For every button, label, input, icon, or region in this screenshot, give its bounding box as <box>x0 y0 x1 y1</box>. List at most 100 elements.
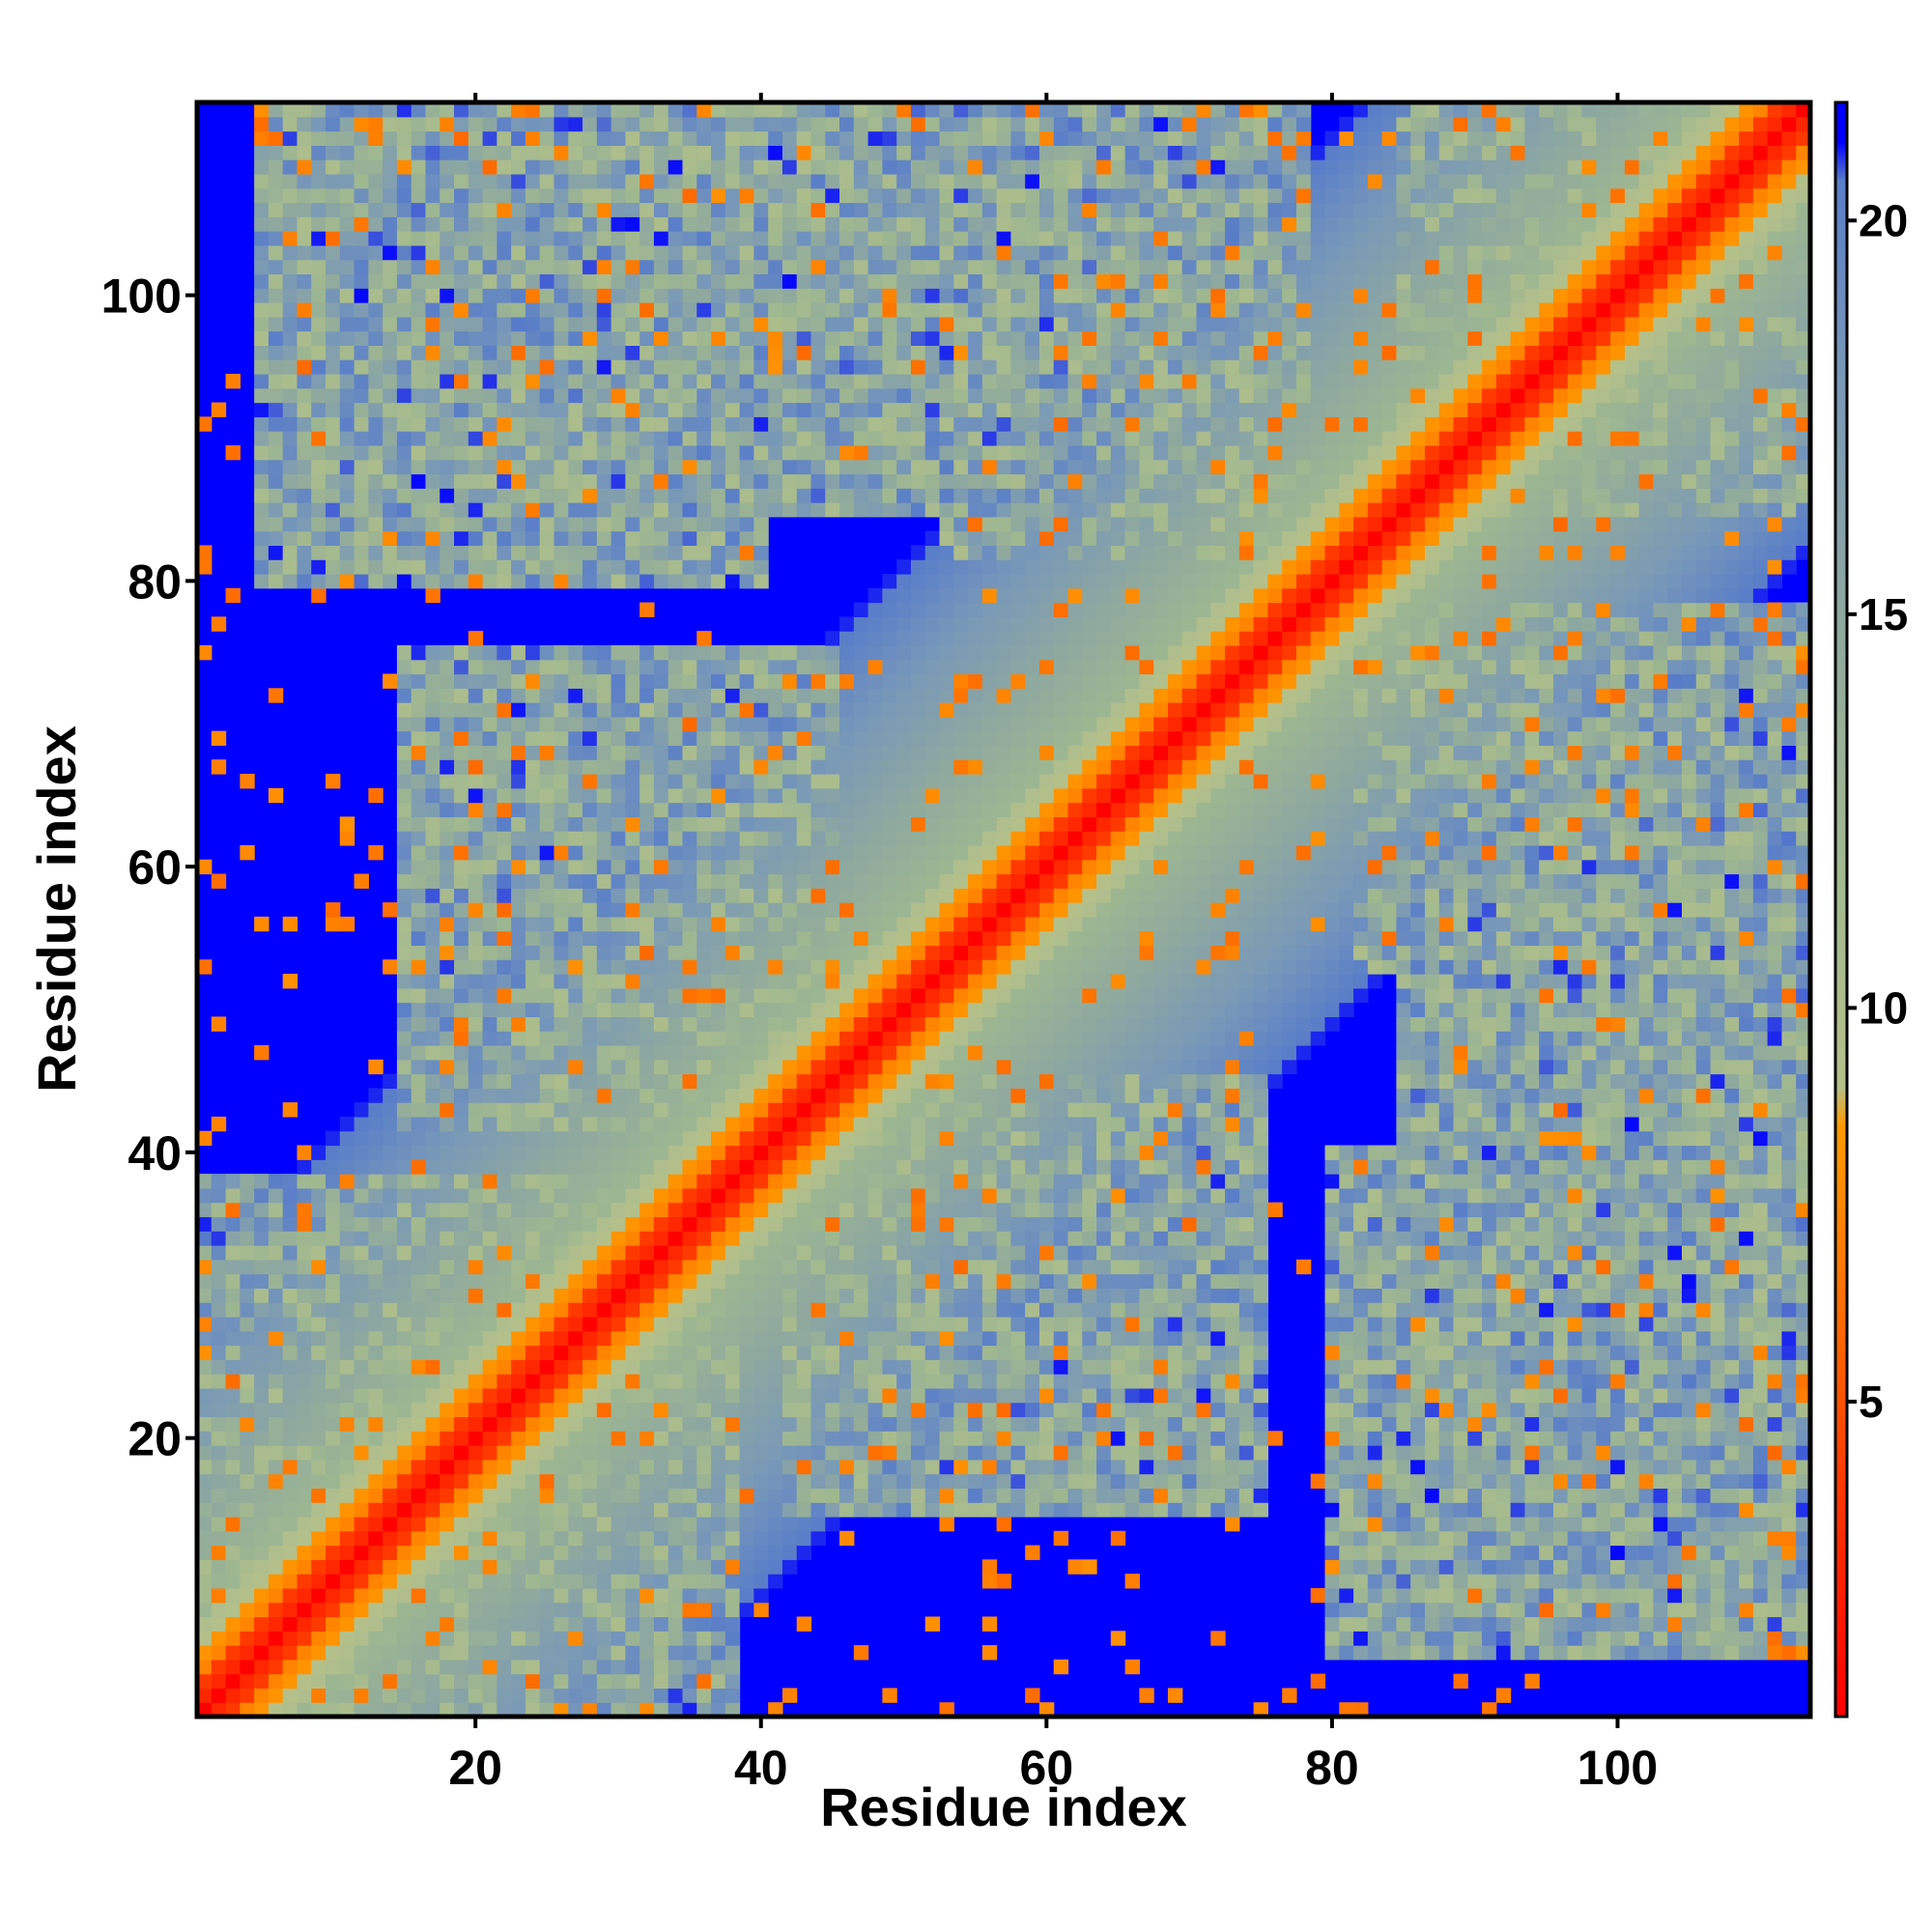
heatmap-cell <box>910 502 926 518</box>
heatmap-cell <box>311 1659 327 1675</box>
heatmap-cell <box>539 1044 555 1061</box>
heatmap-cell <box>525 1488 541 1503</box>
heatmap-cell <box>682 730 697 747</box>
heatmap-cell <box>539 1016 555 1032</box>
heatmap-cell <box>711 1130 726 1147</box>
heatmap-cell <box>225 1587 241 1604</box>
heatmap-cell <box>396 1574 412 1589</box>
heatmap-cell <box>326 102 341 118</box>
heatmap-cell <box>882 945 897 960</box>
heatmap-cell <box>525 1116 541 1132</box>
heatmap-cell <box>354 116 369 132</box>
heatmap-cell <box>240 1259 255 1275</box>
heatmap-cell <box>696 1216 712 1232</box>
heatmap-cell <box>440 473 455 489</box>
heatmap-cell <box>339 244 355 261</box>
heatmap-cell <box>268 1488 284 1503</box>
heatmap-cell <box>896 459 912 475</box>
heatmap-cell <box>440 345 455 360</box>
heatmap-cell <box>311 1602 327 1618</box>
heatmap-cell <box>311 259 327 275</box>
heatmap-cell <box>939 1145 954 1160</box>
heatmap-cell <box>939 631 954 646</box>
heatmap-cell <box>440 1174 455 1189</box>
heatmap-cell <box>511 1473 526 1489</box>
heatmap-cell <box>311 1387 327 1404</box>
heatmap-cell <box>753 1088 769 1103</box>
heatmap-cell <box>724 1502 741 1518</box>
heatmap-cell <box>383 1330 398 1347</box>
heatmap-cell <box>425 859 440 875</box>
heatmap-cell <box>696 1273 712 1289</box>
heatmap-cell <box>425 1302 440 1318</box>
heatmap-cell <box>596 559 612 575</box>
heatmap-cell <box>853 1402 869 1418</box>
heatmap-cell <box>440 159 455 175</box>
heatmap-cell <box>411 145 427 160</box>
heatmap-cell <box>896 1216 912 1232</box>
heatmap-cell <box>326 1602 341 1618</box>
heatmap-cell <box>910 873 926 889</box>
heatmap-cell <box>454 244 469 261</box>
heatmap-cell <box>254 373 270 389</box>
heatmap-cell <box>768 502 783 518</box>
heatmap-cell <box>454 231 469 246</box>
heatmap-cell <box>653 473 669 489</box>
heatmap-cell <box>839 244 855 261</box>
heatmap-cell <box>354 387 369 404</box>
heatmap-cell <box>582 416 598 432</box>
heatmap-cell <box>368 1288 384 1303</box>
heatmap-cell <box>440 1488 455 1503</box>
heatmap-cell <box>497 745 512 760</box>
heatmap-cell <box>554 987 569 1004</box>
heatmap-cell <box>625 1159 640 1175</box>
heatmap-cell <box>625 1559 640 1575</box>
heatmap-cell <box>839 959 855 975</box>
heatmap-cell <box>596 1016 612 1032</box>
heatmap-cells <box>197 102 1811 1718</box>
heatmap-cell <box>882 987 897 1004</box>
heatmap-cell <box>354 1374 369 1389</box>
heatmap-cell <box>653 1259 669 1275</box>
heatmap-cell <box>625 831 640 846</box>
heatmap-cell <box>339 1616 355 1632</box>
heatmap-cell <box>882 1273 897 1289</box>
heatmap-cell <box>853 159 869 175</box>
heatmap-cell <box>839 1387 855 1404</box>
heatmap-cell <box>368 1145 384 1160</box>
heatmap-cell <box>539 1302 555 1318</box>
heatmap-cell <box>539 273 555 289</box>
heatmap-cell <box>425 387 440 404</box>
heatmap-cell <box>696 1574 712 1589</box>
heatmap-cell <box>639 688 655 703</box>
heatmap-cell <box>411 1059 427 1075</box>
heatmap-cell <box>268 1545 284 1560</box>
heatmap-cell <box>596 1688 612 1703</box>
heatmap-cell <box>383 1202 398 1218</box>
heatmap-cell <box>939 1330 954 1347</box>
heatmap-cell <box>339 444 355 461</box>
heatmap-cell <box>882 502 897 518</box>
heatmap-cell <box>396 502 412 518</box>
heatmap-cell <box>596 1231 612 1246</box>
heatmap-cell <box>468 1088 484 1103</box>
heatmap-cell <box>739 488 754 503</box>
heatmap-cell <box>781 1088 798 1103</box>
heatmap-cell <box>425 1273 440 1289</box>
heatmap-cell <box>582 545 598 560</box>
heatmap-cell <box>711 416 726 432</box>
heatmap-cell <box>696 1044 712 1061</box>
heatmap-cell <box>910 488 926 503</box>
heatmap-cell <box>853 102 869 118</box>
heatmap-cell <box>396 716 412 732</box>
heatmap-cell <box>753 1288 769 1303</box>
heatmap-cell <box>939 1445 954 1461</box>
heatmap-cell <box>753 159 769 175</box>
heatmap-cell <box>668 1516 684 1532</box>
heatmap-cell <box>896 1345 912 1360</box>
heatmap-cell <box>425 987 440 1004</box>
heatmap-cell <box>368 1187 384 1204</box>
heatmap-cell <box>796 145 812 160</box>
heatmap-cell <box>668 1302 684 1318</box>
heatmap-cell <box>611 702 626 718</box>
